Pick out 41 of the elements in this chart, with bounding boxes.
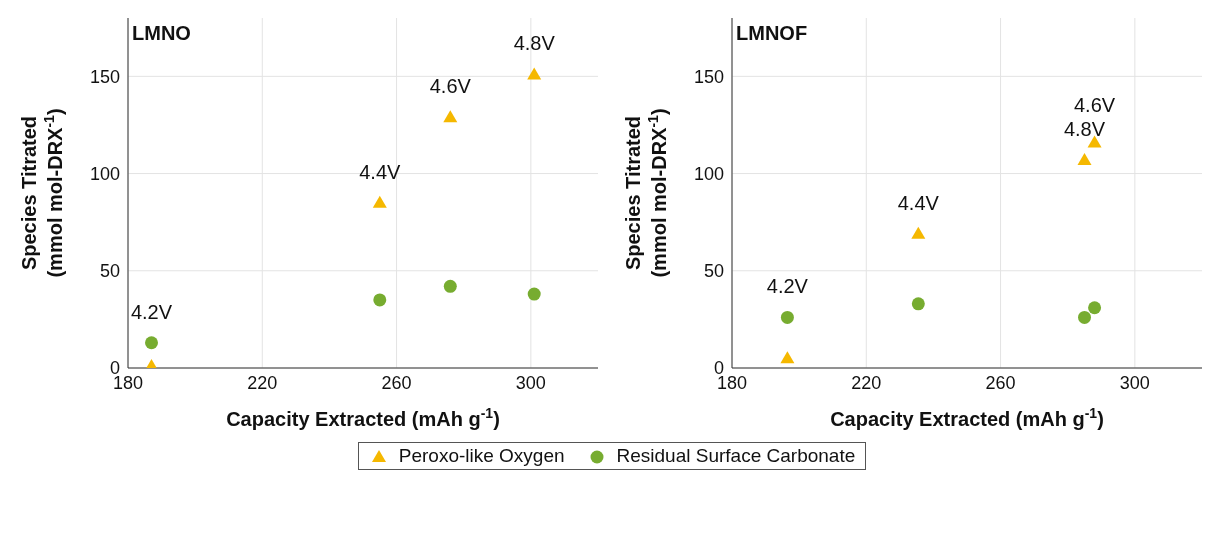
x-tick-label: 260 — [985, 372, 1016, 393]
point — [780, 351, 795, 364]
annotation: 4.2V — [130, 300, 173, 323]
x-tick-label: 220 — [247, 372, 278, 393]
point — [780, 310, 794, 324]
legend-label: Peroxo-like Oxygen — [398, 445, 565, 467]
y-tick-label: 50 — [703, 261, 724, 282]
point — [1078, 310, 1091, 324]
x-tick-label: 300 — [1119, 372, 1150, 393]
point — [527, 67, 542, 80]
x-tick-label: 220 — [851, 372, 882, 393]
point — [1087, 135, 1102, 148]
chart-title: LMNOF — [736, 22, 808, 45]
point — [911, 226, 926, 239]
point — [145, 336, 158, 350]
point — [373, 293, 387, 307]
point — [372, 195, 387, 208]
annotation: 4.8V — [1063, 117, 1106, 140]
point — [1088, 301, 1102, 315]
point — [911, 297, 925, 311]
y-tick-label: 150 — [693, 66, 724, 87]
annotation: 4.8V — [513, 32, 556, 55]
x-tick-label: 300 — [515, 372, 546, 393]
x-axis-title: Capacity Extracted (mAh g$^{-1}$) — [830, 405, 1104, 430]
x-tick-label: 260 — [381, 372, 412, 393]
annotation: 4.6V — [429, 75, 472, 98]
y-tick-label: 100 — [693, 163, 724, 184]
annotation: 4.4V — [897, 191, 940, 214]
point — [1077, 152, 1092, 165]
point — [443, 279, 457, 293]
y-tick-label: 50 — [99, 261, 120, 282]
point — [527, 287, 541, 301]
y-tick-label: 100 — [89, 163, 120, 184]
legend-label: Residual Surface Carbonate — [616, 445, 856, 467]
annotation: 4.2V — [766, 275, 809, 298]
annotation: 4.6V — [1073, 93, 1116, 116]
x-axis-title: Capacity Extracted (mAh g$^{-1}$) — [226, 405, 500, 430]
point — [443, 110, 458, 123]
chart-title: LMNO — [132, 22, 191, 45]
y-tick-label: 150 — [89, 66, 120, 87]
annotation: 4.4V — [359, 160, 402, 183]
